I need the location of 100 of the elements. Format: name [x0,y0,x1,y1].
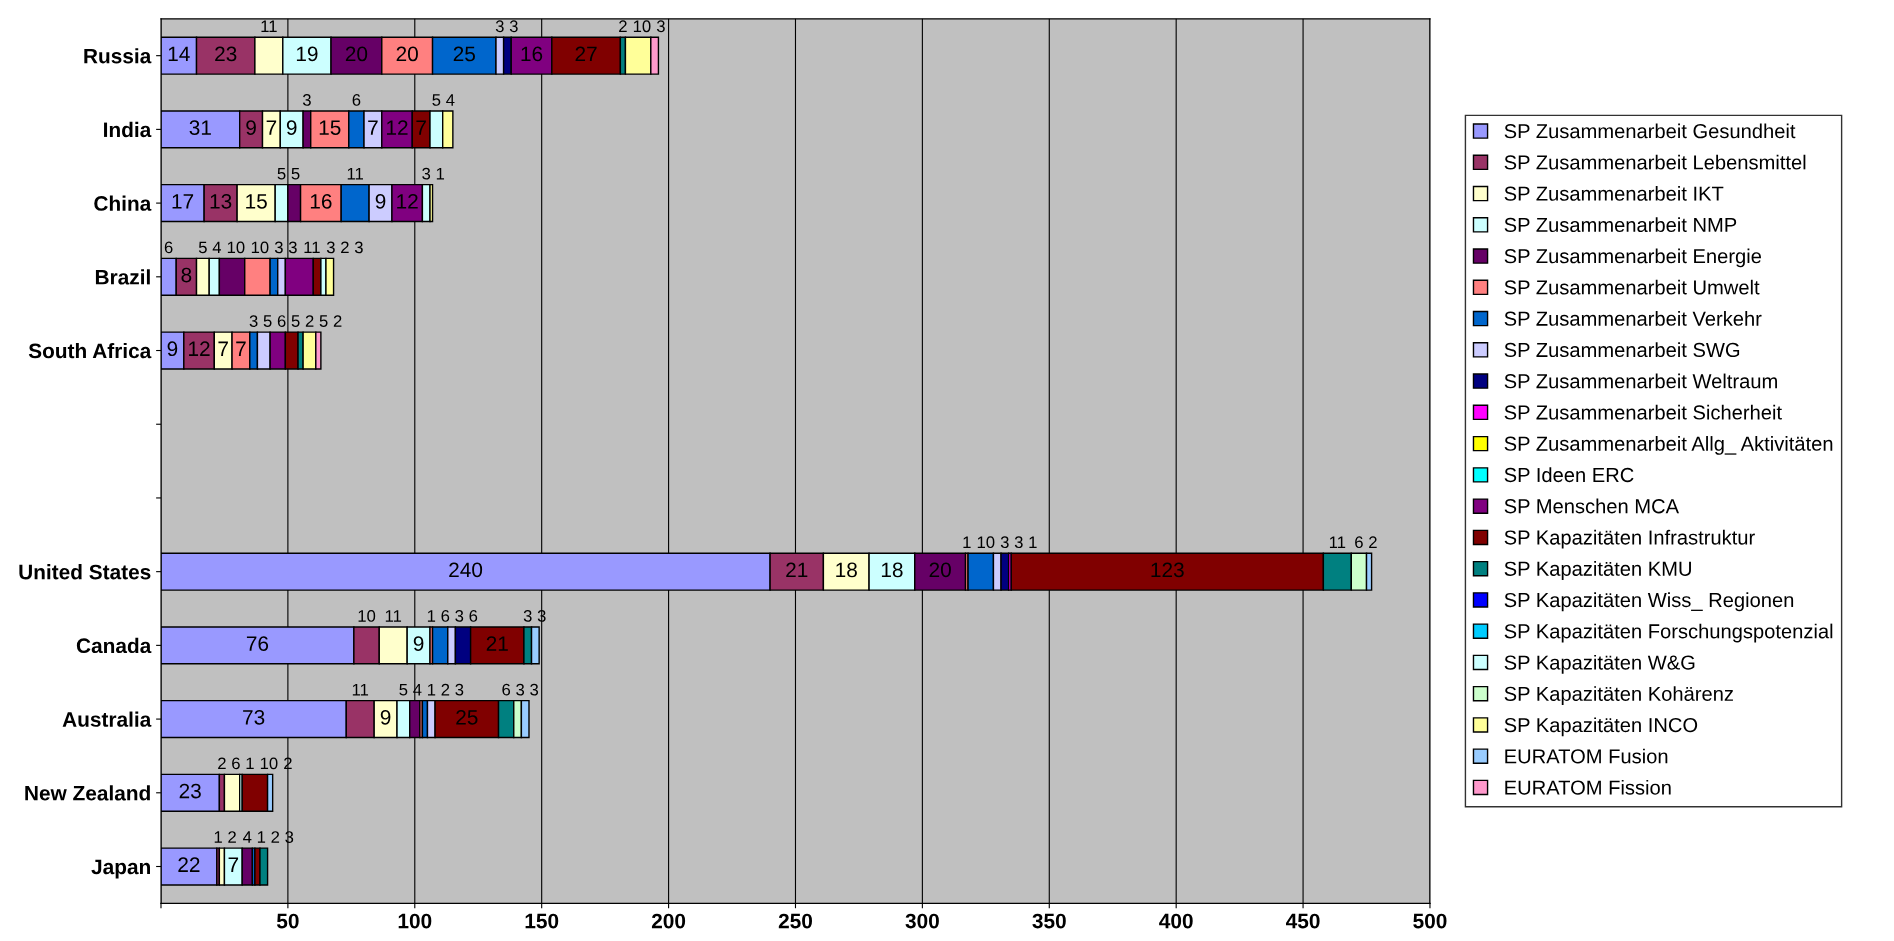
data-label: 4 [212,241,222,254]
data-label: 3 [274,241,283,254]
data-label: 3 [302,94,311,106]
data-label: 1 [214,831,222,843]
data-label: 9 [413,636,424,651]
data-label: 9 [286,120,297,135]
data-label: 6 [164,241,173,254]
data-label: 9 [246,120,256,135]
data-label: 4 [243,831,252,843]
data-label: 6 [469,610,478,622]
data-label: 1 [428,683,436,696]
data-label: 11 [304,241,320,254]
data-label: 7 [218,341,228,356]
legend-label: SP Kapazitäten KMU [1504,561,1691,580]
data-label: 12 [387,120,408,135]
data-label: 240 [449,562,483,578]
data-label: 3 [354,241,363,254]
data-label: 31 [189,120,211,135]
x-tick-label: 100 [398,913,432,929]
y-tick-label: New Zealand [25,785,150,801]
data-label: 3 [656,20,665,33]
data-label: 5 [399,683,408,696]
data-label: 4 [446,94,455,106]
data-label: 2 [218,757,226,770]
data-label: 7 [416,120,426,135]
data-label: 2 [271,831,280,843]
data-label: 15 [319,120,341,135]
data-label: 25 [456,709,478,725]
data-label: 3 [516,683,525,696]
legend-label: SP Zusammenarbeit NMP [1504,217,1737,233]
data-label: 5 [263,315,272,327]
x-tick-label: 350 [1032,913,1066,929]
data-label: 1 [436,167,445,180]
data-label: 3 [509,20,518,33]
legend-label: SP Ideen ERC [1504,467,1634,483]
data-label: 27 [575,46,597,62]
data-label: 3 [530,683,539,696]
legend-label: SP Kapazitäten W&G [1504,654,1695,674]
data-label: 3 [326,241,335,254]
data-label: 3 [288,241,297,254]
data-label: 5 [432,94,441,106]
data-label: 25 [453,46,475,62]
y-tick-label: Canada [76,637,152,654]
data-label: 2 [333,315,342,327]
legend-label: SP Kapazitäten Forschungspotenzial [1504,623,1833,643]
legend-label: SP Zusammenarbeit Sicherheit [1504,404,1782,420]
bar [223,773,241,812]
data-label: 2 [228,831,236,843]
data-label: 7 [236,341,246,356]
data-label: 12 [397,193,418,209]
y-tick-label: Russia [84,48,152,64]
data-label: 2 [305,315,314,327]
data-label: 18 [881,562,903,578]
data-label: 21 [786,562,808,578]
legend-label: SP Menschen MCA [1504,498,1680,514]
data-label: 6 [502,683,511,696]
data-label: 1 [246,757,254,770]
data-label: 9 [167,341,178,357]
data-label: 15 [246,194,267,209]
data-label: 20 [345,46,368,62]
data-label: 1 [427,610,436,622]
data-label: 5 [291,167,300,180]
data-label: 6 [277,315,286,327]
data-label: 9 [380,709,391,725]
data-label: 16 [310,193,332,209]
x-tick-label: 250 [778,913,813,929]
data-label: 123 [1151,562,1184,578]
data-label: 3 [495,20,504,33]
x-tick-label: 450 [1286,913,1320,929]
data-label: 10 [358,610,376,622]
data-label: 12 [189,341,210,356]
data-label: 8 [181,267,192,283]
legend-label: SP Zusammenarbeit Lebensmittel [1504,154,1806,170]
data-label: 10 [633,20,651,33]
legend-label: SP Zusammenarbeit Umwelt [1504,279,1760,295]
data-label: 7 [266,120,277,135]
legend-label: SP Zusammenarbeit IKT [1504,186,1724,201]
data-label: 13 [210,193,232,209]
legend-label: SP Kapazitäten Wiss_ Regionen [1504,592,1794,612]
data-label: 6 [1355,536,1363,549]
data-label: 7 [368,120,378,135]
y-tick-label: United States [19,564,151,580]
data-label: 10 [251,241,269,254]
data-label: 5 [198,241,207,254]
data-label: 3 [455,610,464,622]
y-tick-label: Japan [91,859,150,879]
data-label: 3 [455,683,464,696]
data-label: 21 [486,636,508,651]
data-label: 7 [228,857,239,872]
legend-label: EURATOM Fission [1505,779,1671,795]
data-label: 5 [277,167,286,180]
data-label: 3 [1000,536,1009,549]
x-tick-label: 50 [276,913,299,929]
data-label: 10 [977,536,995,549]
data-label: 3 [249,315,258,327]
legend-label: SP Zusammenarbeit Allg_ Aktivitäten [1504,436,1833,455]
data-label: 14 [168,46,190,62]
x-tick-label: 500 [1413,913,1447,929]
data-label: 11 [1329,536,1346,548]
legend-label: SP Zusammenarbeit Weltraum [1504,373,1777,389]
